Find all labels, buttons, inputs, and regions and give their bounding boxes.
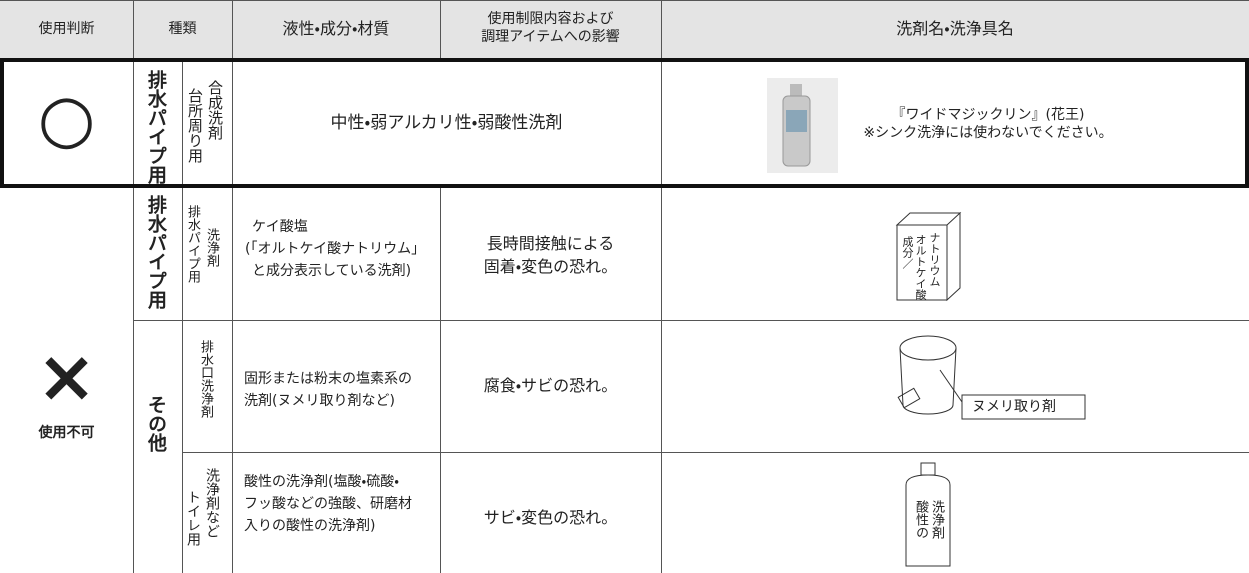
restriction: サビ・変色の恐れ。 (483, 508, 618, 527)
subtype: 合成洗剤 (206, 80, 224, 140)
subtype: 排水パイプ用 (185, 205, 200, 283)
subtype: トイレ用 (185, 490, 201, 546)
category: 排水パイプ用 (145, 195, 167, 309)
illustration-label: ヌメリ取り剤 (972, 399, 1056, 415)
header-property: 液性・成分・材質 (282, 19, 390, 38)
judgment-label: 使用不可 (38, 425, 95, 441)
property: 酸性の洗浄剤(塩酸・硫酸・ (244, 474, 399, 490)
property: と成分表示している洗剤) (252, 263, 412, 279)
illustration-label: 洗浄剤 (929, 500, 944, 539)
restriction: 長時間接触による (486, 234, 615, 253)
product-photo (767, 78, 838, 173)
restriction: 腐食・サビの恐れ。 (483, 376, 618, 395)
category: その他 (145, 395, 167, 452)
category: 排水パイプ用 (145, 70, 167, 184)
restriction: 固着・変色の恐れ。 (483, 257, 618, 276)
header-bg (0, 0, 1249, 58)
property: 洗剤(ヌメリ取り剤など) (244, 393, 395, 409)
header-product: 洗剤名・洗浄具名 (896, 19, 1014, 38)
judgment-mark: ○ (37, 80, 96, 157)
judgment-mark: × (36, 334, 97, 418)
header-type: 種類 (168, 21, 197, 37)
product-name: 『ワイドマジックリン』(花王) (891, 107, 1085, 123)
subtype: 台所周り用 (186, 88, 204, 163)
illustration-label: 酸性の (913, 500, 928, 539)
header-restriction: 調理アイテムへの影響 (481, 29, 620, 45)
illustration-label: ナトリウム (928, 232, 941, 287)
property: (「オルトケイ酸ナトリウム」 (245, 241, 426, 257)
subtype: 洗浄剤 (204, 228, 219, 267)
subtype: 排水口洗浄剤 (198, 340, 213, 418)
property: ケイ酸塩 (252, 219, 308, 235)
illustration-label: 成分／ (901, 236, 914, 269)
product-note: ※シンク洗浄には使わないでください。 (863, 125, 1113, 141)
property: 中性・弱アルカリ性・弱酸性洗剤 (330, 113, 563, 133)
property: フッ酸などの強酸、研磨材 (244, 496, 412, 512)
header-restriction: 使用制限内容および (487, 11, 614, 27)
property: 入りの酸性の洗浄剤) (244, 518, 376, 534)
illustrations (895, 211, 1086, 567)
subtype: 洗浄剤など (204, 468, 220, 538)
property: 固形または粉末の塩素系の (244, 371, 412, 387)
illustration-label: オルトケイ酸 (914, 234, 927, 300)
ok-row-frame (0, 58, 1249, 188)
header-judgment: 使用判断 (38, 21, 95, 37)
